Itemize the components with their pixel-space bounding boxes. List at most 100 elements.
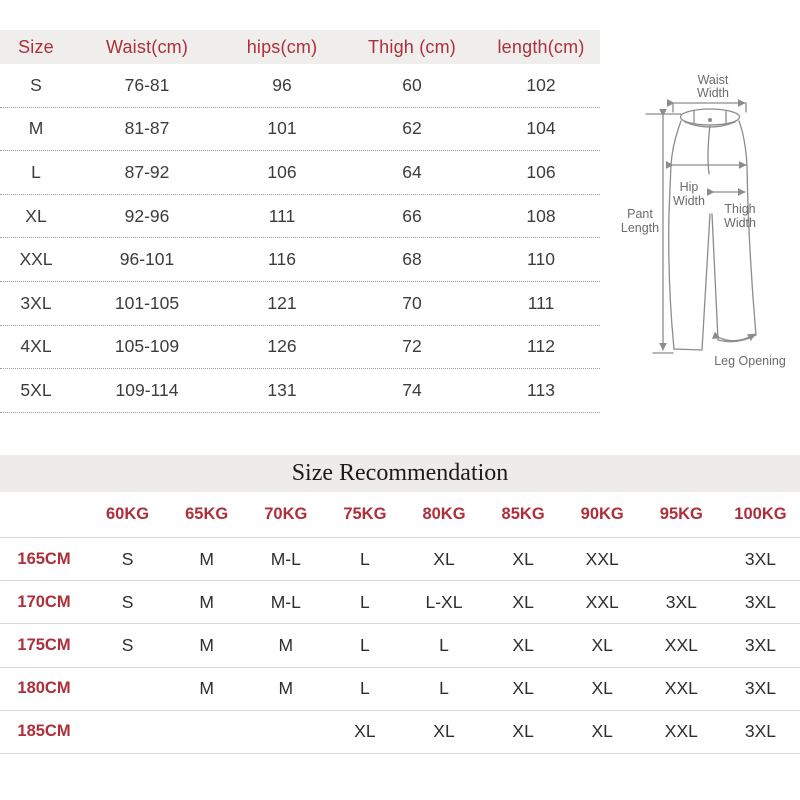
pants-sketch: Waist Width Hip Width Thigh Width Pant L… [621,73,786,368]
cell-length: 112 [527,336,555,357]
cell: XXL [664,721,698,742]
cell-hips: 106 [267,161,297,182]
cell: XL [512,591,534,612]
size-recommendation-title: Size Recommendation [0,455,800,492]
weight-header: 75KG [343,505,387,523]
cell-waist: 76-81 [124,74,170,95]
cell: M [199,548,214,569]
cell-thigh: 74 [402,379,422,400]
cell-waist: 81-87 [124,118,170,139]
pants-outline [668,120,757,351]
height-label: 165CM [17,549,71,568]
cell: XXL [664,678,698,699]
pants-measurement-diagram: Waist Width Hip Width Thigh Width Pant L… [610,62,800,397]
cell: S [121,634,134,655]
weight-header: 85KG [501,505,545,523]
cell: M [199,591,214,612]
thigh-width-label: Width [724,216,756,230]
table-row: 170CM S M M-L L L-XL XL XXL 3XL 3XL [0,581,800,625]
cell: XL [512,548,534,569]
weight-header: 100KG [734,505,787,523]
cell-length: 108 [526,205,556,226]
weight-header: 90KG [580,505,624,523]
cell-hips: 96 [272,74,292,95]
cell: S [121,591,134,612]
height-label: 180CM [17,679,71,698]
size-label: XXL [19,249,53,270]
table-row: 5XL 109-114 131 74 113 [0,369,600,413]
cell-thigh: 66 [402,205,422,226]
cell-thigh: 70 [402,292,422,313]
cell: M [199,678,214,699]
cell: XL [591,678,613,699]
cell: XL [433,548,455,569]
cell: XL [591,634,613,655]
waist-width-label: Waist [698,73,729,87]
table-row: 3XL 101-105 121 70 111 [0,282,600,326]
thigh-width-label: Thigh [724,202,755,216]
cell: XL [354,721,376,742]
weight-header-row: 60KG 65KG 70KG 75KG 80KG 85KG 90KG 95KG … [0,492,800,538]
cell: M [278,634,294,655]
height-label: 170CM [17,592,71,611]
cell: XXL [585,548,619,569]
leg-opening-label: Leg Opening [714,354,786,368]
column-header-waist: Waist(cm) [105,36,189,57]
cell-length: 113 [527,379,555,400]
table-row: S 76-81 96 60 102 [0,64,600,108]
size-label: M [28,118,44,139]
cell: M-L [270,548,301,569]
cell: XL [433,721,455,742]
column-header-thigh: Thigh (cm) [367,36,456,57]
cell: L [360,591,370,612]
cell: L [439,678,449,699]
cell-hips: 121 [267,292,297,313]
cell: 3XL [744,634,776,655]
cell-length: 106 [526,161,556,182]
size-label: XL [25,205,47,226]
pant-length-label: Pant [627,207,653,221]
table-row: M 81-87 101 62 104 [0,108,600,152]
cell-hips: 101 [267,118,297,139]
cell: L [360,634,370,655]
cell: L-XL [425,591,463,612]
table-row: 185CM XL XL XL XL XXL 3XL [0,711,800,754]
height-label: 175CM [17,635,71,654]
cell: 3XL [744,721,776,742]
cell: XL [512,634,534,655]
cell-hips: 131 [267,379,297,400]
cell: 3XL [744,548,776,569]
size-label: 4XL [20,336,52,357]
cell-waist: 105-109 [114,336,180,357]
cell: 3XL [744,678,776,699]
table-row: XL 92-96 111 66 108 [0,195,600,239]
cell: XL [512,678,534,699]
cell: 3XL [665,591,697,612]
cell-thigh: 72 [402,336,422,357]
table-row: L 87-92 106 64 106 [0,151,600,195]
waist-width-label: Width [697,86,729,100]
cell-length: 110 [527,249,555,270]
cell: XL [512,721,534,742]
table-row: 165CM S M M-L L XL XL XXL 3XL [0,538,800,582]
cell-waist: 109-114 [115,379,179,400]
cell-length: 104 [526,118,556,139]
height-label: 185CM [17,722,71,741]
table-row: 175CM S M M L L XL XL XXL 3XL [0,624,800,668]
hip-width-label: Hip [680,180,699,194]
weight-header: 80KG [422,505,466,523]
cell: XXL [664,634,698,655]
pant-length-label: Length [621,221,659,235]
column-header-length: length(cm) [497,36,585,57]
size-label: S [30,74,42,95]
cell: XXL [585,591,619,612]
cell-hips: 116 [268,249,296,270]
cell: L [439,634,449,655]
cell: L [360,548,370,569]
cell-waist: 87-92 [124,161,170,182]
cell-waist: 101-105 [114,292,180,313]
column-header-size: Size [18,36,54,57]
cell: XL [591,721,613,742]
cell-thigh: 68 [402,249,422,270]
cell-hips: 111 [268,205,296,226]
